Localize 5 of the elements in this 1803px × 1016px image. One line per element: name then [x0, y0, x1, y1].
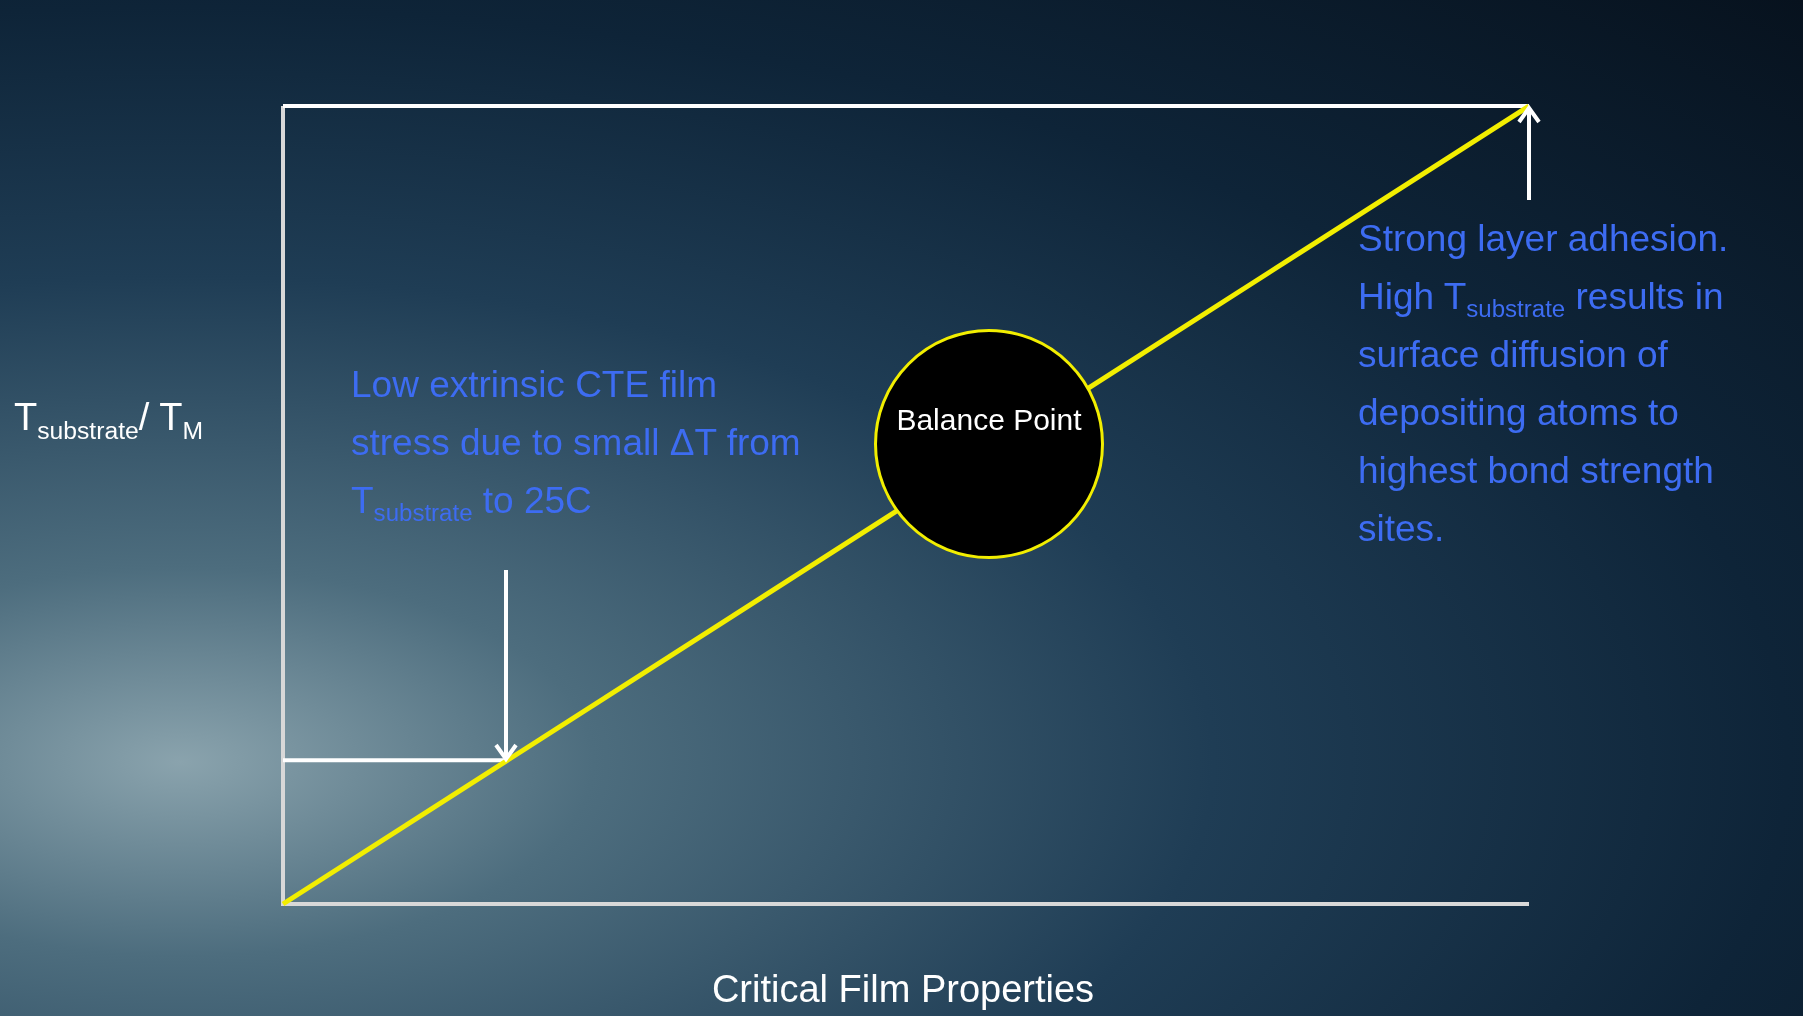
x-axis-title: Critical Film Properties [710, 968, 1096, 1011]
annotation: Low extrinsic CTE film stress due to small ΔT from T$_{substrate}$ to 25C [351, 363, 802, 529]
y-axis-title: T$_{substrate}$/ T$_{M}$ [14, 396, 203, 444]
annotation: Balance Point [895, 402, 1083, 438]
annotation: Strong layer adhesion. High T$_{substrate}$ results in surface diffusion of depositing atoms to highest bond strength sites. [1358, 217, 1730, 551]
